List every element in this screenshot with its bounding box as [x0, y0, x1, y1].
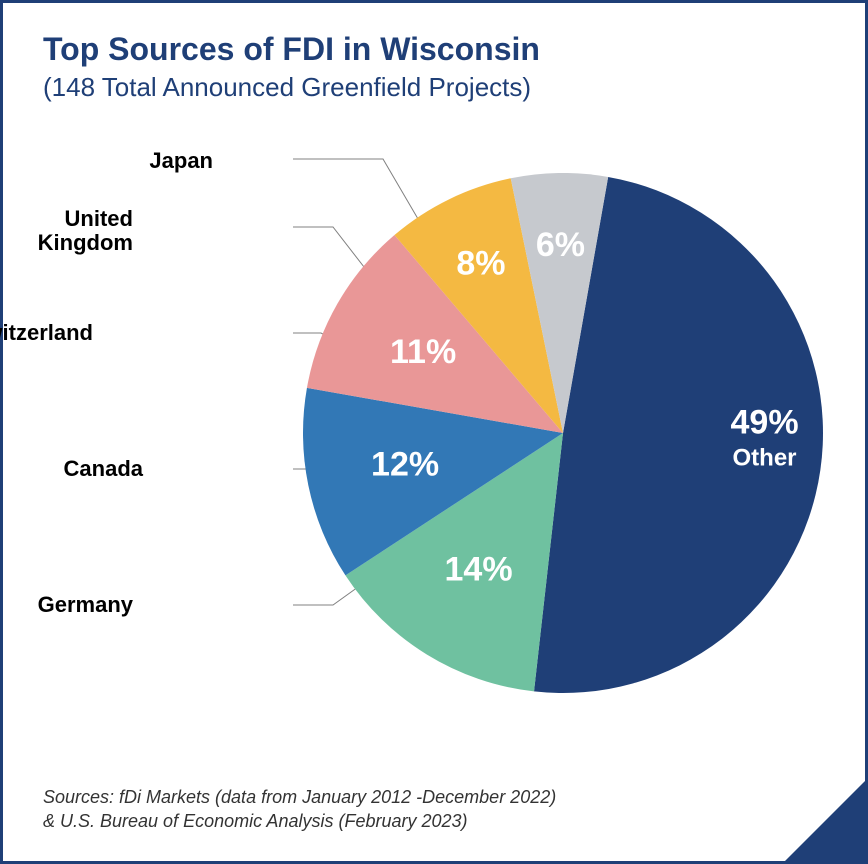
pct-label-switzerland: 11%: [390, 333, 456, 371]
sources-line-2: & U.S. Bureau of Economic Analysis (Febr…: [43, 810, 556, 833]
corner-accent: [785, 781, 865, 861]
pct-label-united-kingdom: 8%: [456, 245, 505, 283]
chart-card: Top Sources of FDI in Wisconsin (148 Tot…: [0, 0, 868, 864]
pct-label-canada: 12%: [371, 445, 439, 483]
pct-label-other: 49%: [731, 403, 799, 441]
chart-subtitle: (148 Total Announced Greenfield Projects…: [43, 72, 825, 103]
pct-label-japan: 6%: [536, 226, 585, 264]
sources-line-1: Sources: fDi Markets (data from January …: [43, 786, 556, 809]
chart-title: Top Sources of FDI in Wisconsin: [43, 31, 825, 68]
country-label-japan: Japan: [133, 149, 213, 173]
chart-area: 49% Other 14% 12% 11% 8% 6% Japan UnitedKingdom…: [3, 133, 868, 733]
pct-label-germany: 14%: [445, 550, 513, 588]
pct-sublabel-other: Other: [733, 444, 797, 471]
country-label-germany: Germany: [0, 593, 133, 617]
country-label-united-kingdom: UnitedKingdom: [0, 207, 133, 255]
country-label-switzerland: Switzerland: [0, 321, 93, 345]
sources-citation: Sources: fDi Markets (data from January …: [43, 786, 556, 833]
country-label-canada: Canada: [0, 457, 143, 481]
pie-chart: 49% Other 14% 12% 11% 8% 6%: [303, 173, 823, 693]
